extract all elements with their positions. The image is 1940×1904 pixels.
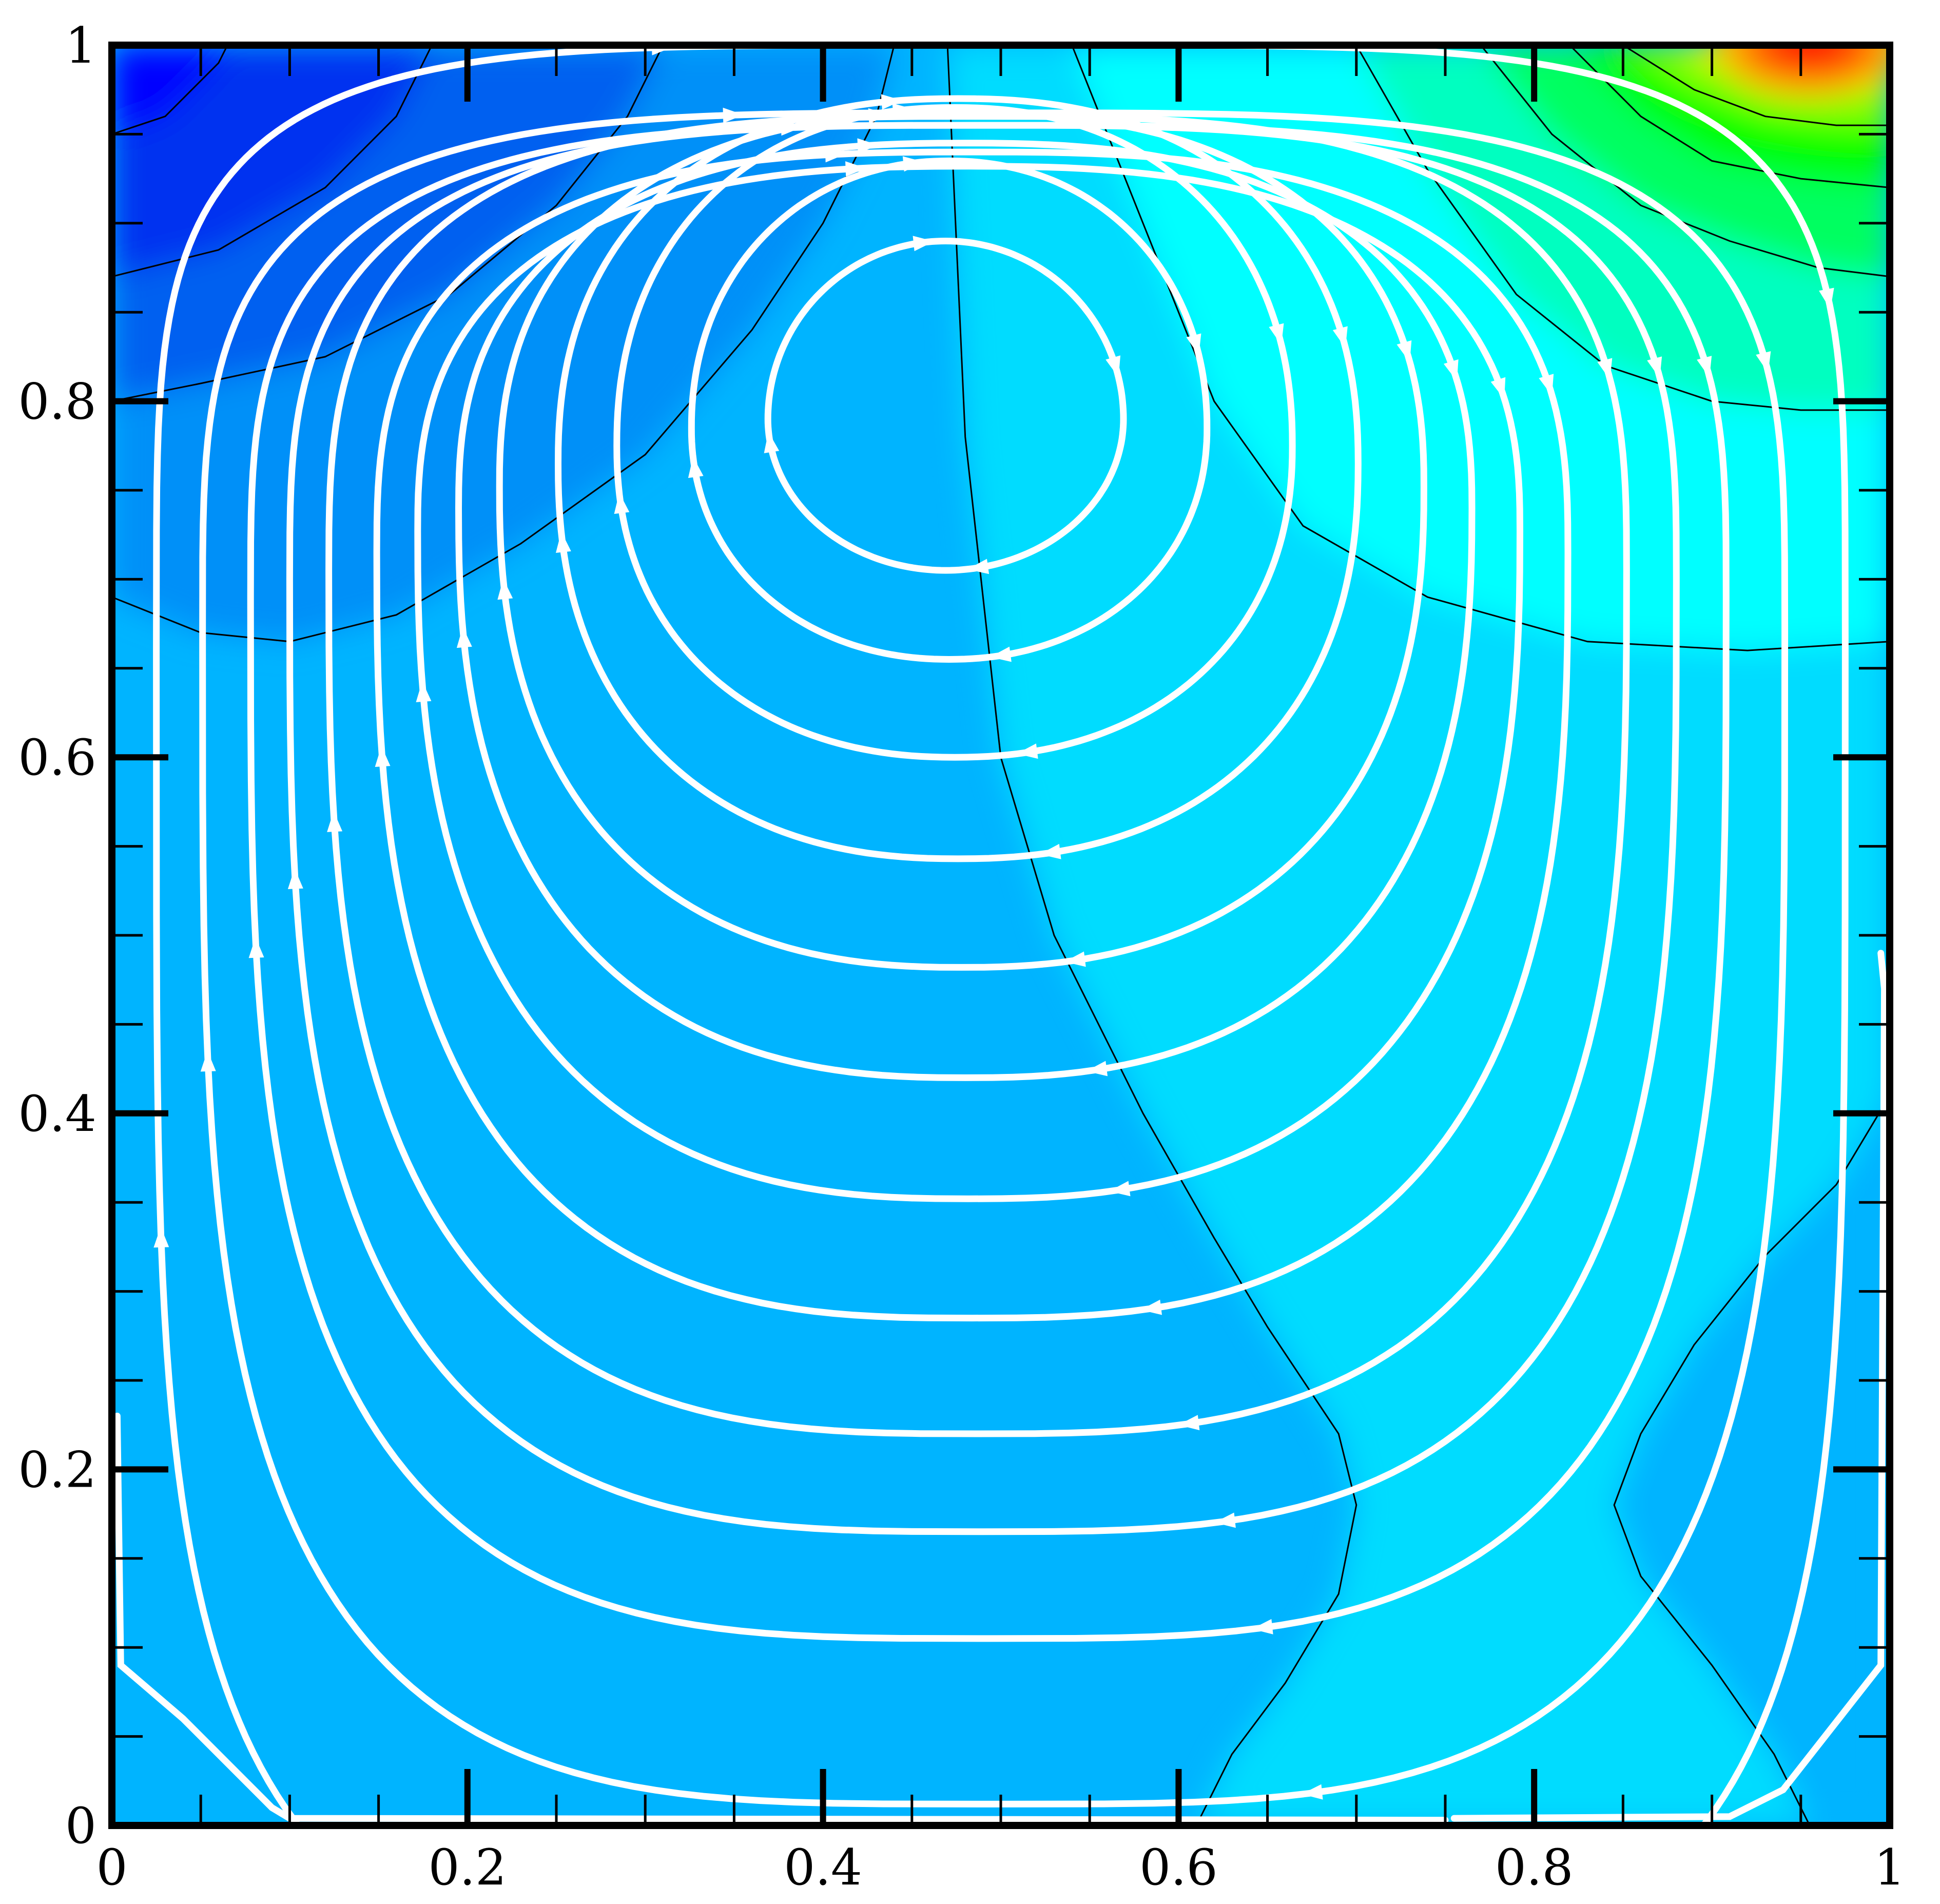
field-band-upper-left-3 — [112, 45, 432, 277]
streamline-arrow-5-4 — [1064, 951, 1086, 967]
streamline-8 — [373, 148, 1572, 1322]
streamline-arrow-6-4 — [1086, 1061, 1108, 1076]
contour-line-6 — [112, 45, 228, 135]
contour-line-2 — [1613, 1095, 1890, 1825]
streamlines — [113, 45, 1888, 1825]
y-tick-label: 0.2 — [18, 1441, 96, 1498]
streamline-10 — [286, 122, 1680, 1535]
streamline-1 — [764, 237, 1127, 574]
x-tick-label: 0.2 — [428, 1839, 507, 1896]
streamline-arrow-1-1 — [1105, 355, 1121, 377]
x-tick-label: 1 — [1874, 1839, 1905, 1896]
streamline-arrow-6-1 — [1443, 359, 1459, 381]
streamline-arrow-2-3 — [688, 456, 704, 478]
streamline-arrow-10-2 — [781, 120, 802, 136]
y-tick-label: 0.4 — [18, 1085, 96, 1143]
streamline-5 — [496, 109, 1427, 971]
streamline-arrow-4-2 — [881, 94, 902, 110]
streamline-arrow-9-3 — [327, 811, 343, 832]
streamline-arrow-13-3 — [153, 1226, 169, 1248]
streamline-arrow-3-2 — [892, 103, 914, 119]
contour-line-9 — [1480, 45, 1890, 278]
streamline-arrow-8-2 — [825, 147, 846, 163]
streamline-arrow-2-1 — [1186, 333, 1201, 356]
streamline-12 — [199, 109, 1789, 1807]
y-tick-label: 0 — [65, 1797, 96, 1855]
streamline-arrow-11-2 — [758, 120, 779, 136]
y-tick-label: 0.6 — [18, 729, 96, 786]
streamline-arrow-1-4 — [967, 559, 990, 574]
streamline-7 — [414, 163, 1524, 1202]
streamline-arrow-10-4 — [1214, 1512, 1236, 1528]
streamline-arrow-8-1 — [1539, 374, 1554, 396]
streamline-arrow-12-4 — [1302, 1784, 1323, 1800]
contour-line-10 — [1569, 45, 1890, 188]
field-band-upper-left-4 — [112, 45, 228, 134]
streamline-arrow-9-4 — [1178, 1415, 1200, 1431]
streamline-arrow-7-2 — [845, 161, 866, 177]
streamline-arrow-6-3 — [456, 627, 472, 648]
streamline-arrow-7-4 — [1109, 1181, 1131, 1197]
streamline-arrow-4-4 — [1039, 843, 1061, 859]
streamline-11 — [247, 122, 1730, 1642]
streamline-arrow-2-2 — [902, 156, 924, 172]
streamline-arrow-3-1 — [1269, 323, 1284, 345]
streamline-arrow-7-1 — [1490, 377, 1506, 399]
streamline-arrow-5-2 — [868, 108, 889, 124]
streamline-13 — [153, 45, 1849, 1825]
corner-streamline-left — [113, 1412, 1449, 1824]
streamline-arrow-10-1 — [1647, 356, 1662, 378]
streamline-arrow-2-4 — [990, 646, 1012, 662]
streamline-arrow-11-4 — [1252, 1619, 1273, 1634]
streamline-arrow-7-3 — [416, 681, 432, 702]
field-hotspot-4 — [1776, 45, 1844, 62]
streamline-arrow-4-3 — [555, 531, 571, 553]
streamline-arrow-12-1 — [1756, 351, 1771, 373]
streamline-arrow-9-2 — [802, 111, 824, 127]
contour-line-7 — [1071, 45, 1890, 651]
plot-area — [112, 45, 1890, 1825]
streamline-arrow-3-3 — [614, 492, 630, 514]
streamline-6 — [455, 140, 1476, 1081]
streamline-arrow-12-3 — [200, 1051, 216, 1072]
contour-line-11 — [1622, 45, 1890, 126]
streamline-arrow-4-1 — [1332, 326, 1348, 348]
streamline-arrow-11-3 — [248, 937, 264, 958]
streamline-arrow-10-3 — [287, 868, 303, 890]
x-axis-tick-labels: 0 0.2 0.4 0.6 0.8 1 — [96, 1839, 1905, 1896]
axis-ticks — [109, 42, 1893, 1829]
corner-streamline-right — [1450, 950, 1888, 1822]
streamline-arrow-3-4 — [1017, 743, 1038, 759]
streamline-arrow-8-3 — [375, 746, 391, 767]
x-tick-label: 0.8 — [1495, 1839, 1574, 1896]
streamline-arrow-9-1 — [1597, 358, 1613, 380]
streamline-arrows — [153, 45, 1834, 1800]
streamline-arrow-13-1 — [1819, 287, 1834, 310]
streamline-arrow-5-1 — [1396, 340, 1412, 362]
y-tick-label: 1 — [65, 17, 96, 74]
x-tick-label: 0.6 — [1139, 1839, 1218, 1896]
streamline-arrow-12-2 — [723, 107, 744, 123]
streamline-3 — [613, 104, 1296, 761]
x-tick-label: 0.4 — [784, 1839, 862, 1896]
field-region-lower-right-lobe — [1614, 1095, 1890, 1825]
streamline-arrow-6-2 — [857, 138, 879, 154]
streamline-9 — [325, 113, 1630, 1437]
streamline-arrow-1-3 — [764, 432, 780, 453]
streamline-arrow-5-3 — [497, 579, 513, 600]
streamline-arrow-8-4 — [1140, 1299, 1162, 1315]
x-tick-label: 0 — [96, 1839, 127, 1896]
streamline-arrow-1-2 — [913, 236, 934, 252]
streamline-arrow-11-1 — [1697, 356, 1712, 378]
y-axis-tick-labels: 0 0.2 0.4 0.6 0.8 1 — [18, 17, 96, 1855]
y-tick-label: 0.8 — [18, 373, 96, 431]
streamline-2 — [688, 157, 1211, 663]
